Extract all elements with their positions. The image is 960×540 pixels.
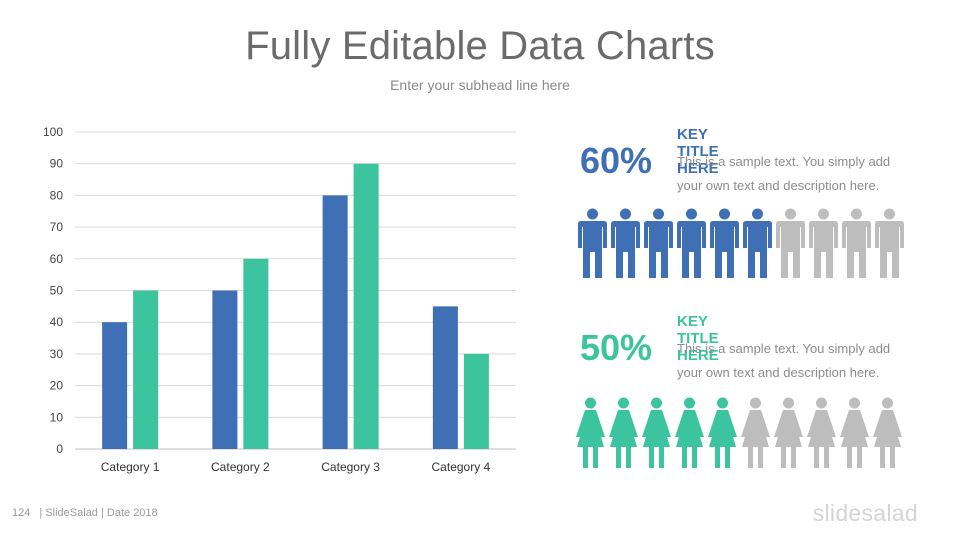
bar-series1-4 xyxy=(432,306,458,449)
brand-logo: slidesalad xyxy=(812,500,918,526)
woman-icon xyxy=(807,397,836,469)
bar-series2-4 xyxy=(463,353,489,449)
bar-series1-3 xyxy=(322,195,348,449)
woman-icon xyxy=(873,397,902,469)
man-icon xyxy=(776,208,805,280)
slide-subtitle: Enter your subhead line here xyxy=(390,77,570,93)
woman-icon xyxy=(642,397,671,469)
y-tick-label: 10 xyxy=(50,410,64,424)
woman-icon xyxy=(708,397,737,469)
y-tick-label: 20 xyxy=(50,379,64,393)
stat-percent: 50% xyxy=(580,327,653,368)
woman-icon xyxy=(609,397,638,469)
man-icon xyxy=(809,208,838,280)
woman-icon xyxy=(741,397,770,469)
man-icon xyxy=(578,208,607,280)
man-icon xyxy=(677,208,706,280)
x-category-label: Category 2 xyxy=(211,460,270,474)
bar-series1-1 xyxy=(102,322,128,449)
bar-series2-1 xyxy=(133,290,159,449)
people-icon-row xyxy=(576,397,902,469)
woman-icon xyxy=(774,397,803,469)
stat-description: This is a sample text. You simply add yo… xyxy=(677,341,891,380)
y-tick-label: 80 xyxy=(50,188,64,202)
bar-series2-3 xyxy=(353,163,379,449)
woman-icon xyxy=(576,397,605,469)
bar-series1-2 xyxy=(212,290,238,449)
y-tick-label: 90 xyxy=(50,157,64,171)
man-icon xyxy=(611,208,640,280)
slide-title: Fully Editable Data Charts xyxy=(245,24,715,68)
stat-key-title: KEY TITLE HERE xyxy=(677,126,719,177)
y-tick-label: 40 xyxy=(50,315,64,329)
x-category-label: Category 4 xyxy=(432,460,491,474)
woman-icon xyxy=(675,397,704,469)
man-icon xyxy=(842,208,871,280)
bar-series2-2 xyxy=(243,258,269,449)
stat-percent: 60% xyxy=(580,140,653,181)
stat-description: This is a sample text. You simply add yo… xyxy=(677,154,891,193)
y-tick-label: 30 xyxy=(50,347,64,361)
y-tick-label: 100 xyxy=(43,125,63,139)
bar-chart: 0 10 20 30 40 50 60 70 80 90 100 Category 1 Category… xyxy=(43,125,516,474)
y-tick-label: 0 xyxy=(56,442,63,456)
man-icon xyxy=(875,208,904,280)
x-category-label: Category 1 xyxy=(101,460,160,474)
man-icon xyxy=(710,208,739,280)
man-icon xyxy=(644,208,673,280)
woman-icon xyxy=(840,397,869,469)
page-number: 124 xyxy=(12,507,31,519)
y-tick-label: 50 xyxy=(50,284,64,298)
man-icon xyxy=(743,208,772,280)
footer-info: | SlideSalad | Date 2018 xyxy=(39,507,158,519)
y-tick-label: 60 xyxy=(50,252,64,266)
footer: 124 | SlideSalad | Date 2018 xyxy=(12,507,158,519)
x-category-label: Category 3 xyxy=(321,460,380,474)
stat-key-title: KEY TITLE HERE xyxy=(677,313,719,364)
y-tick-label: 70 xyxy=(50,220,64,234)
people-icon-row xyxy=(578,208,904,280)
